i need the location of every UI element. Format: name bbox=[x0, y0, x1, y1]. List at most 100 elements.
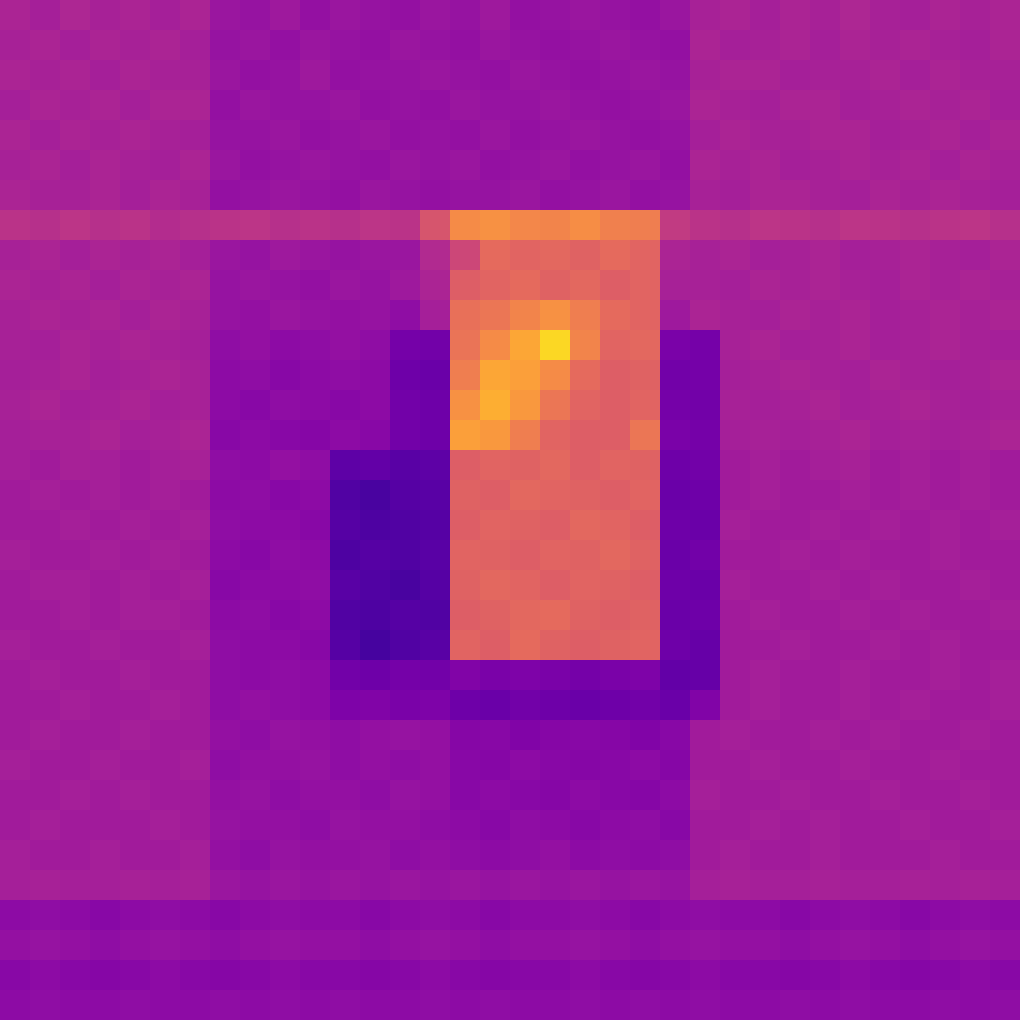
heatmap-cell bbox=[180, 780, 211, 811]
heatmap-cell bbox=[360, 330, 391, 361]
heatmap-cell bbox=[30, 0, 61, 31]
heatmap-cell bbox=[390, 300, 421, 331]
heatmap-cell bbox=[0, 960, 31, 991]
heatmap-cell bbox=[840, 630, 871, 661]
chart bbox=[0, 0, 1020, 1020]
heatmap-cell bbox=[120, 630, 151, 661]
heatmap-cell bbox=[510, 150, 541, 181]
heatmap-cell bbox=[420, 720, 451, 751]
heatmap-cell bbox=[210, 120, 241, 151]
heatmap-cell bbox=[240, 900, 271, 931]
heatmap-cell bbox=[600, 60, 631, 91]
heatmap-cell bbox=[660, 630, 691, 661]
heatmap-cell bbox=[300, 360, 331, 391]
heatmap-cell bbox=[630, 480, 661, 511]
heatmap-cell bbox=[60, 870, 91, 901]
heatmap-cell bbox=[270, 60, 301, 91]
heatmap-cell bbox=[90, 690, 121, 721]
heatmap-cell bbox=[150, 480, 181, 511]
heatmap-cell bbox=[270, 900, 301, 931]
heatmap-cell bbox=[600, 90, 631, 121]
heatmap-cell bbox=[540, 180, 571, 211]
heatmap-cell bbox=[780, 30, 811, 61]
heatmap-cell bbox=[810, 870, 841, 901]
heatmap-cell bbox=[60, 900, 91, 931]
heatmap-cell bbox=[960, 180, 991, 211]
heatmap-cell bbox=[360, 990, 391, 1020]
heatmap-cell bbox=[600, 390, 631, 421]
heatmap-cell bbox=[540, 960, 571, 991]
heatmap-cell bbox=[270, 780, 301, 811]
heatmap-cell bbox=[420, 210, 451, 241]
heatmap-cell bbox=[840, 270, 871, 301]
heatmap-cell bbox=[990, 720, 1020, 751]
heatmap-cell bbox=[120, 540, 151, 571]
heatmap-cell bbox=[0, 780, 31, 811]
heatmap-cell bbox=[150, 630, 181, 661]
heatmap-cell bbox=[0, 420, 31, 451]
heatmap-cell bbox=[510, 30, 541, 61]
heatmap-cell bbox=[570, 750, 601, 781]
heatmap-cell bbox=[600, 150, 631, 181]
heatmap-cell bbox=[30, 60, 61, 91]
heatmap-cell bbox=[60, 480, 91, 511]
heatmap-cell bbox=[810, 330, 841, 361]
heatmap-cell bbox=[120, 780, 151, 811]
heatmap-cell bbox=[480, 90, 511, 121]
heatmap-cell bbox=[600, 180, 631, 211]
heatmap-cell bbox=[780, 120, 811, 151]
heatmap-cell bbox=[30, 30, 61, 61]
heatmap-cell bbox=[90, 60, 121, 91]
heatmap-cell bbox=[330, 420, 361, 451]
heatmap-cell bbox=[450, 270, 481, 301]
heatmap-cell bbox=[660, 990, 691, 1020]
heatmap-cell bbox=[60, 600, 91, 631]
heatmap-cell bbox=[420, 420, 451, 451]
heatmap-cell bbox=[420, 510, 451, 541]
heatmap-cell bbox=[720, 930, 751, 961]
heatmap-cell bbox=[420, 930, 451, 961]
heatmap-cell bbox=[840, 90, 871, 121]
heatmap-cell bbox=[870, 330, 901, 361]
heatmap-cell bbox=[180, 540, 211, 571]
heatmap-cell bbox=[870, 390, 901, 421]
heatmap-cell bbox=[60, 60, 91, 91]
heatmap-cell bbox=[180, 570, 211, 601]
heatmap-cell bbox=[240, 0, 271, 31]
heatmap-cell bbox=[570, 510, 601, 541]
heatmap-cell bbox=[450, 870, 481, 901]
heatmap-cell bbox=[600, 480, 631, 511]
heatmap-cell bbox=[750, 870, 781, 901]
heatmap-cell bbox=[480, 960, 511, 991]
heatmap-cell bbox=[600, 600, 631, 631]
heatmap-cell bbox=[540, 300, 571, 331]
heatmap-cell bbox=[510, 930, 541, 961]
heatmap-cell bbox=[930, 840, 961, 871]
heatmap-cell bbox=[360, 150, 391, 181]
heatmap-cell bbox=[300, 240, 331, 271]
heatmap-cell bbox=[930, 750, 961, 781]
heatmap-cell bbox=[270, 240, 301, 271]
heatmap-cell bbox=[810, 390, 841, 421]
heatmap-cell bbox=[270, 300, 301, 331]
heatmap-cell bbox=[360, 210, 391, 241]
heatmap-cell bbox=[720, 90, 751, 121]
heatmap-cell bbox=[180, 510, 211, 541]
heatmap-cell bbox=[210, 930, 241, 961]
heatmap-cell bbox=[960, 690, 991, 721]
heatmap-cell bbox=[720, 30, 751, 61]
heatmap-cell bbox=[930, 270, 961, 301]
heatmap-cell bbox=[150, 570, 181, 601]
heatmap-cell bbox=[810, 510, 841, 541]
heatmap-cell bbox=[90, 390, 121, 421]
heatmap-cell bbox=[810, 60, 841, 91]
heatmap-cell bbox=[870, 600, 901, 631]
heatmap-cell bbox=[690, 780, 721, 811]
heatmap-cell bbox=[120, 330, 151, 361]
heatmap-cell bbox=[510, 330, 541, 361]
heatmap-cell bbox=[690, 30, 721, 61]
heatmap-cell bbox=[150, 930, 181, 961]
heatmap-cell bbox=[780, 270, 811, 301]
heatmap-cell bbox=[750, 150, 781, 181]
heatmap-cell bbox=[720, 360, 751, 391]
